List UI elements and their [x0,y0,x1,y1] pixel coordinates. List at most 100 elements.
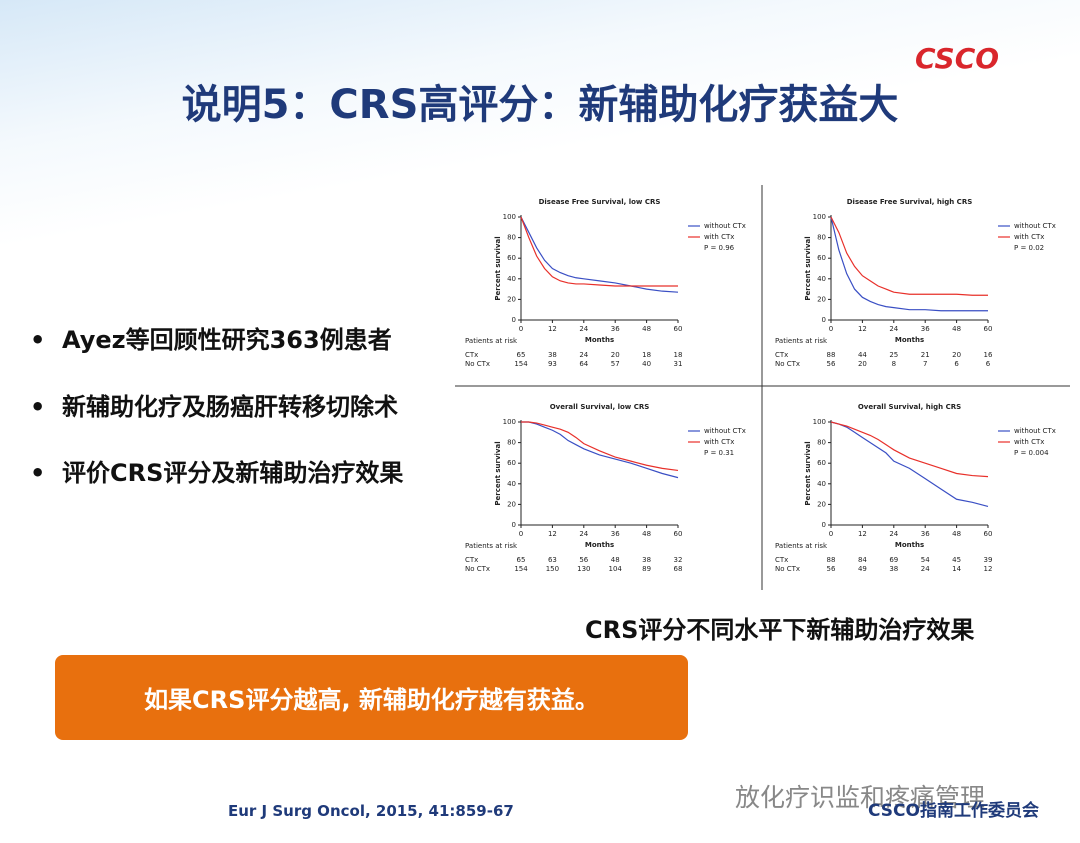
survival-line [830,216,988,312]
survival-line [520,216,678,287]
risk-row-label: No CTx [465,360,490,368]
y-tick-label: 80 [817,439,826,447]
risk-count: 56 [827,360,836,368]
x-tick-label: 12 [548,325,557,333]
bullet: Ayez等回顾性研究363例患者 [30,320,392,355]
risk-count: 88 [827,556,836,564]
risk-count: 24 [579,351,588,359]
y-tick-label: 20 [507,500,516,508]
y-axis-label: Percent survival [804,441,812,505]
risk-row-label: CTx [465,351,478,359]
risk-count: 18 [642,351,651,359]
risk-count: 104 [609,565,623,573]
x-axis-label: Months [585,336,614,344]
y-tick-label: 80 [507,234,516,242]
x-tick-label: 48 [642,325,651,333]
x-tick-label: 48 [952,325,961,333]
y-tick-label: 40 [817,275,826,283]
y-tick-label: 0 [512,521,516,529]
x-tick-label: 36 [611,530,620,538]
risk-count: 38 [889,565,898,573]
x-tick-label: 0 [829,530,833,538]
legend-label: without CTx [704,222,746,230]
risk-count: 57 [611,360,620,368]
logo: CSCO [915,42,1000,75]
risk-count: 39 [984,556,993,564]
x-tick-label: 24 [579,530,588,538]
chart-title: Overall Survival, high CRS [858,403,961,411]
x-tick-label: 60 [984,325,993,333]
risk-count: 45 [952,556,961,564]
risk-count: 65 [517,556,526,564]
legend-label: with CTx [1014,438,1044,446]
x-axis-label: Months [895,336,924,344]
risk-count: 38 [548,351,557,359]
y-tick-label: 0 [512,316,516,324]
risk-count: 6 [986,360,991,368]
risk-count: 64 [579,360,588,368]
x-axis-label: Months [895,541,924,549]
risk-table-title: Patients at risk [465,337,518,345]
risk-count: 56 [827,565,836,573]
y-axis-label: Percent survival [494,441,502,505]
risk-count: 20 [611,351,620,359]
x-tick-label: 24 [889,530,898,538]
y-tick-label: 80 [507,439,516,447]
legend-label: without CTx [1014,427,1056,435]
watermark: CSCO指南工作委员会 [868,801,1039,821]
risk-count: 12 [984,565,993,573]
risk-count: 56 [579,556,588,564]
x-tick-label: 48 [642,530,651,538]
x-tick-label: 36 [921,325,930,333]
risk-table-title: Patients at risk [775,337,828,345]
x-tick-label: 36 [921,530,930,538]
risk-count: 93 [548,360,557,368]
x-tick-label: 0 [519,530,523,538]
x-tick-label: 24 [889,325,898,333]
risk-count: 21 [921,351,930,359]
caption: CRS评分不同水平下新辅助治疗效果 [585,616,975,644]
p-value: P = 0.96 [704,244,735,252]
x-tick-label: 12 [858,530,867,538]
x-tick-label: 48 [952,530,961,538]
risk-count: 88 [827,351,836,359]
y-tick-label: 60 [817,254,826,262]
risk-count: 69 [889,556,898,564]
survival-line [521,421,679,472]
y-tick-label: 0 [822,316,826,324]
risk-count: 16 [984,351,993,359]
x-tick-label: 12 [858,325,867,333]
y-tick-label: 60 [817,459,826,467]
x-tick-label: 12 [548,530,557,538]
y-tick-label: 40 [507,275,516,283]
y-tick-label: 60 [507,459,516,467]
risk-count: 38 [642,556,651,564]
y-tick-label: 20 [817,295,826,303]
p-value: P = 0.02 [1014,244,1044,252]
survival-line [520,216,679,293]
p-value: P = 0.31 [704,449,734,457]
risk-count: 8 [892,360,896,368]
risk-count: 48 [611,556,620,564]
risk-table-title: Patients at risk [465,542,518,550]
x-tick-label: 60 [984,530,993,538]
y-tick-label: 40 [507,480,516,488]
risk-count: 20 [952,351,961,359]
legend-label: with CTx [1014,233,1044,241]
risk-row-label: CTx [775,351,788,359]
x-axis-label: Months [585,541,614,549]
bullet: 新辅助化疗及肠癌肝转移切除术 [30,387,398,422]
x-tick-label: 0 [829,325,833,333]
risk-count: 65 [517,351,526,359]
risk-count: 44 [858,351,867,359]
y-tick-label: 20 [817,500,826,508]
legend-label: without CTx [704,427,746,435]
survival-line [521,421,679,479]
risk-count: 49 [858,565,867,573]
risk-count: 6 [954,360,959,368]
bullet: 评价CRS评分及新辅助治疗效果 [30,453,403,488]
legend-label: without CTx [1014,222,1056,230]
chart-title: Disease Free Survival, low CRS [539,198,661,206]
